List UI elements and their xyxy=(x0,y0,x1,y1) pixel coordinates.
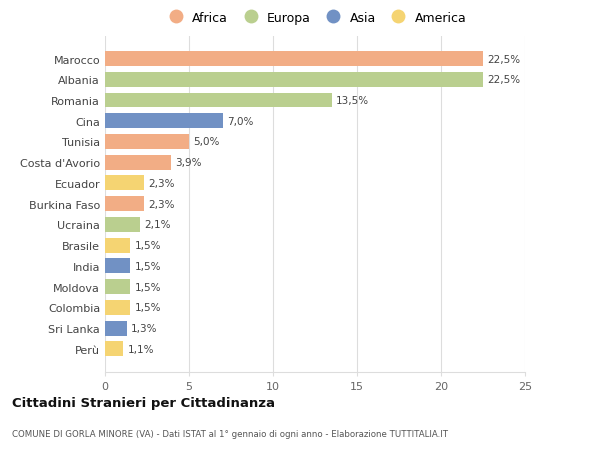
Text: 2,3%: 2,3% xyxy=(148,199,175,209)
Bar xyxy=(105,238,130,253)
Text: 7,0%: 7,0% xyxy=(227,117,253,127)
Text: 1,5%: 1,5% xyxy=(134,261,161,271)
Text: 5,0%: 5,0% xyxy=(193,137,220,147)
Text: 1,5%: 1,5% xyxy=(134,282,161,292)
Bar xyxy=(105,135,189,150)
Bar xyxy=(105,52,483,67)
Bar xyxy=(105,321,127,336)
Text: Cittadini Stranieri per Cittadinanza: Cittadini Stranieri per Cittadinanza xyxy=(12,396,275,409)
Text: 1,3%: 1,3% xyxy=(131,324,158,333)
Text: 1,1%: 1,1% xyxy=(128,344,154,354)
Bar xyxy=(105,93,332,108)
Text: 3,9%: 3,9% xyxy=(175,158,201,168)
Bar xyxy=(105,300,130,315)
Text: 22,5%: 22,5% xyxy=(487,55,520,64)
Bar xyxy=(105,176,143,191)
Text: COMUNE DI GORLA MINORE (VA) - Dati ISTAT al 1° gennaio di ogni anno - Elaborazio: COMUNE DI GORLA MINORE (VA) - Dati ISTAT… xyxy=(12,429,448,438)
Bar xyxy=(105,280,130,295)
Text: 2,1%: 2,1% xyxy=(145,220,171,230)
Text: 1,5%: 1,5% xyxy=(134,303,161,313)
Text: 1,5%: 1,5% xyxy=(134,241,161,251)
Text: 13,5%: 13,5% xyxy=(336,96,369,106)
Bar xyxy=(105,218,140,232)
Bar xyxy=(105,114,223,129)
Bar xyxy=(105,73,483,88)
Bar xyxy=(105,156,170,170)
Bar xyxy=(105,341,124,357)
Legend: Africa, Europa, Asia, America: Africa, Europa, Asia, America xyxy=(161,9,469,27)
Text: 2,3%: 2,3% xyxy=(148,179,175,189)
Text: 22,5%: 22,5% xyxy=(487,75,520,85)
Bar xyxy=(105,259,130,274)
Bar xyxy=(105,197,143,212)
